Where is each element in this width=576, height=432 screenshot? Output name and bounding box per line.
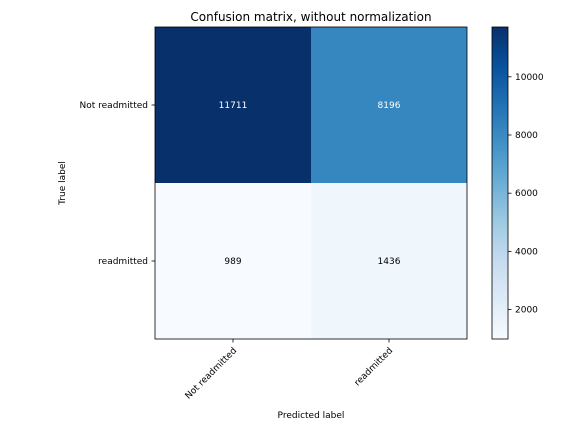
cell-value-label: 11711 <box>219 101 248 111</box>
cell-value-label: 8196 <box>378 101 401 111</box>
x-axis-ticks: Not readmitted readmitted <box>184 339 395 402</box>
y-tick-label: Not readmitted <box>80 101 148 111</box>
heatmap-cell <box>155 27 311 183</box>
heatmap-cell <box>311 27 467 183</box>
colorbar-tick-label: 2000 <box>515 306 538 316</box>
colorbar-ticks: 2000 4000 6000 8000 10000 <box>508 73 544 316</box>
cell-value-label: 1436 <box>378 257 401 267</box>
x-tick-label: Not readmitted <box>184 346 239 401</box>
chart-title: Confusion matrix, without normalization <box>190 10 431 24</box>
colorbar-tick-label: 8000 <box>515 131 538 141</box>
heatmap-cells: 11711 8196 989 1436 <box>155 27 467 339</box>
y-axis-ticks: Not readmitted readmitted <box>80 101 155 267</box>
y-tick-label: readmitted <box>98 257 148 267</box>
heatmap-cell <box>311 183 467 339</box>
colorbar-tick-label: 6000 <box>515 189 538 199</box>
cell-value-label: 989 <box>224 257 241 267</box>
x-tick-label: readmitted <box>353 346 395 388</box>
heatmap-cell <box>155 183 311 339</box>
y-axis-label: True label <box>58 161 68 206</box>
plot-frame <box>154 26 468 340</box>
colorbar <box>491 26 509 340</box>
colorbar-tick-label: 4000 <box>515 247 538 257</box>
x-axis-label: Predicted label <box>278 411 345 421</box>
colorbar-tick-label: 10000 <box>515 73 544 83</box>
